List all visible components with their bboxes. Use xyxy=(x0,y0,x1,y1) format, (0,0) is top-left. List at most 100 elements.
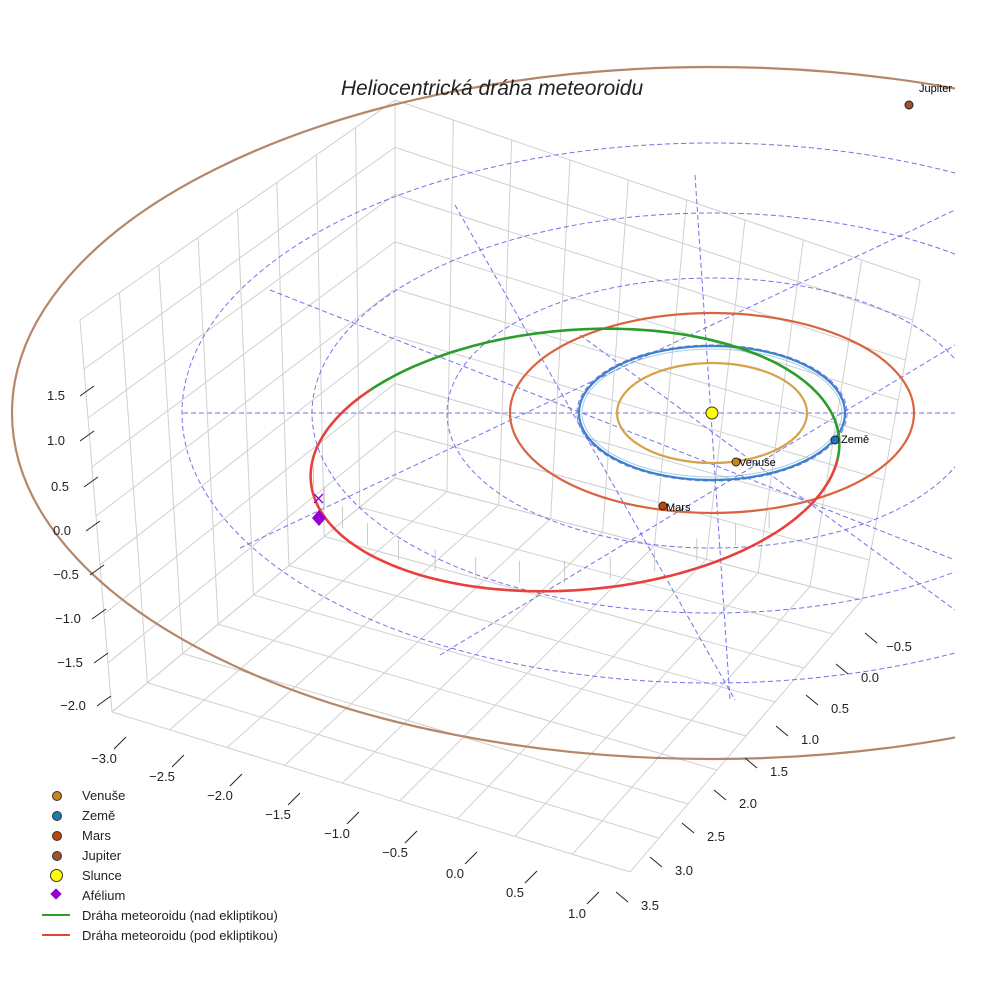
legend-item: Jupiter xyxy=(38,845,278,865)
z-tick-label: 1.5 xyxy=(47,388,65,403)
x-tick-label: −2.0 xyxy=(207,788,233,803)
wall-grid-line xyxy=(394,288,892,441)
z-tick-mark xyxy=(83,476,99,488)
y-tick-label: 2.5 xyxy=(707,829,725,844)
y-tick-mark xyxy=(744,757,758,769)
orbit-earth-inner xyxy=(581,348,843,478)
floor-grid-line xyxy=(359,506,834,635)
planet-marker-jupiter xyxy=(904,100,914,110)
legend-label: Země xyxy=(82,807,116,823)
wall-grid-line xyxy=(394,383,877,521)
legend-label: Slunce xyxy=(82,867,122,883)
legend-item: Dráha meteoroidu (pod ekliptikou) xyxy=(38,925,278,945)
z-tick-mark xyxy=(91,608,107,620)
tick-layer: 1.5 1.0 0.5 0.0 −0.5 −1.0 −1.5 −2.0 −3.0 −2.5 −2.0… xyxy=(47,385,912,921)
orbit-layer xyxy=(11,66,955,760)
z-tick-label: −0.5 xyxy=(53,567,79,582)
legend-swatch xyxy=(38,845,78,865)
legend-label: Mars xyxy=(82,827,111,843)
y-tick-label: 1.5 xyxy=(770,764,788,779)
x-tick-label: −1.0 xyxy=(324,826,350,841)
wall-grid-line xyxy=(107,430,396,664)
z-tick-mark xyxy=(79,430,95,442)
ecliptic-spoke xyxy=(439,344,955,656)
y-tick-label: 0.5 xyxy=(831,701,849,716)
x-tick-label: −3.0 xyxy=(91,751,117,766)
wall-grid-line xyxy=(99,335,396,566)
y-tick-mark xyxy=(615,891,629,903)
y-tick-label: 3.0 xyxy=(675,863,693,878)
wall-grid-line xyxy=(111,477,396,713)
x-tick-mark xyxy=(229,773,243,787)
z-tick-mark xyxy=(96,695,112,707)
z-tick-label: 0.5 xyxy=(51,479,69,494)
y-tick-label: 2.0 xyxy=(739,796,757,811)
y-tick-mark xyxy=(805,694,819,706)
x-tick-mark xyxy=(404,830,418,844)
floor-grid-line xyxy=(324,536,805,669)
grid-layer xyxy=(79,99,921,873)
y-tick-mark xyxy=(775,725,789,737)
wall-grid-line xyxy=(394,194,906,361)
wall-grid-line xyxy=(394,477,863,601)
planet-label: Venuše xyxy=(739,457,776,469)
z-tick-label: −2.0 xyxy=(60,698,86,713)
x-tick-label: −0.5 xyxy=(382,845,408,860)
y-tick-mark xyxy=(864,632,878,644)
y-tick-mark xyxy=(681,822,695,834)
legend-item: Mars xyxy=(38,825,278,845)
z-tick-mark xyxy=(93,652,109,664)
legend-swatch xyxy=(38,825,78,845)
ecliptic-spoke xyxy=(454,204,736,701)
legend-label: Dráha meteoroidu (pod ekliptikou) xyxy=(82,927,278,943)
z-tick-label: −1.0 xyxy=(55,611,81,626)
x-tick-mark xyxy=(464,851,478,865)
legend-swatch xyxy=(38,865,78,885)
wall-grid-line xyxy=(87,194,396,419)
x-tick-label: −2.5 xyxy=(149,769,175,784)
x-tick-mark xyxy=(113,736,127,750)
z-tick-label: 0.0 xyxy=(53,523,71,538)
planet-marker-venuše xyxy=(731,457,741,467)
legend-label: Afélium xyxy=(82,887,126,903)
legend-label: Venuše xyxy=(82,787,126,803)
ecliptic-spoke xyxy=(694,174,731,701)
z-tick-mark xyxy=(85,520,101,532)
y-tick-label: 3.5 xyxy=(641,898,659,913)
wall-grid-line xyxy=(91,241,396,468)
legend: Venuše Země Mars Jupiter Slunce Afélium Dráha … xyxy=(38,785,278,945)
wall-grid-line xyxy=(103,383,396,615)
x-tick-mark xyxy=(171,754,185,768)
legend-item: Afélium xyxy=(38,885,278,905)
wall-grid-line xyxy=(83,146,396,370)
floor-grid-line xyxy=(182,653,689,805)
legend-item: Venuše xyxy=(38,785,278,805)
legend-swatch xyxy=(38,905,78,925)
legend-item: Dráha meteoroidu (nad ekliptikou) xyxy=(38,905,278,925)
y-tick-label: 1.0 xyxy=(801,732,819,747)
legend-item: Země xyxy=(38,805,278,825)
legend-swatch xyxy=(38,925,78,945)
orbit-jupiter xyxy=(11,66,955,760)
x-tick-mark xyxy=(586,891,600,905)
ecliptic-spoke xyxy=(269,289,955,561)
trajectory-below-line xyxy=(309,389,839,593)
wall-grid-line xyxy=(394,335,884,481)
aphelion-projection-marker xyxy=(313,493,324,504)
z-tick-mark xyxy=(79,385,95,397)
floor-grid-line xyxy=(253,594,747,737)
planet-label: Země xyxy=(841,434,869,446)
legend-item: Slunce xyxy=(38,865,278,885)
y-tick-mark xyxy=(713,789,727,801)
x-tick-mark xyxy=(346,811,360,825)
z-tick-mark xyxy=(89,564,105,576)
floor-grid-line xyxy=(147,682,660,839)
z-tick-label: 1.0 xyxy=(47,433,65,448)
x-tick-label: −1.5 xyxy=(265,807,291,822)
aphelion-marker xyxy=(312,510,326,526)
marker-layer: Venuše Země Mars Jupiter xyxy=(312,83,952,526)
x-tick-mark xyxy=(287,792,301,806)
orbit-venuše xyxy=(615,361,809,465)
z-tick-label: −1.5 xyxy=(57,655,83,670)
